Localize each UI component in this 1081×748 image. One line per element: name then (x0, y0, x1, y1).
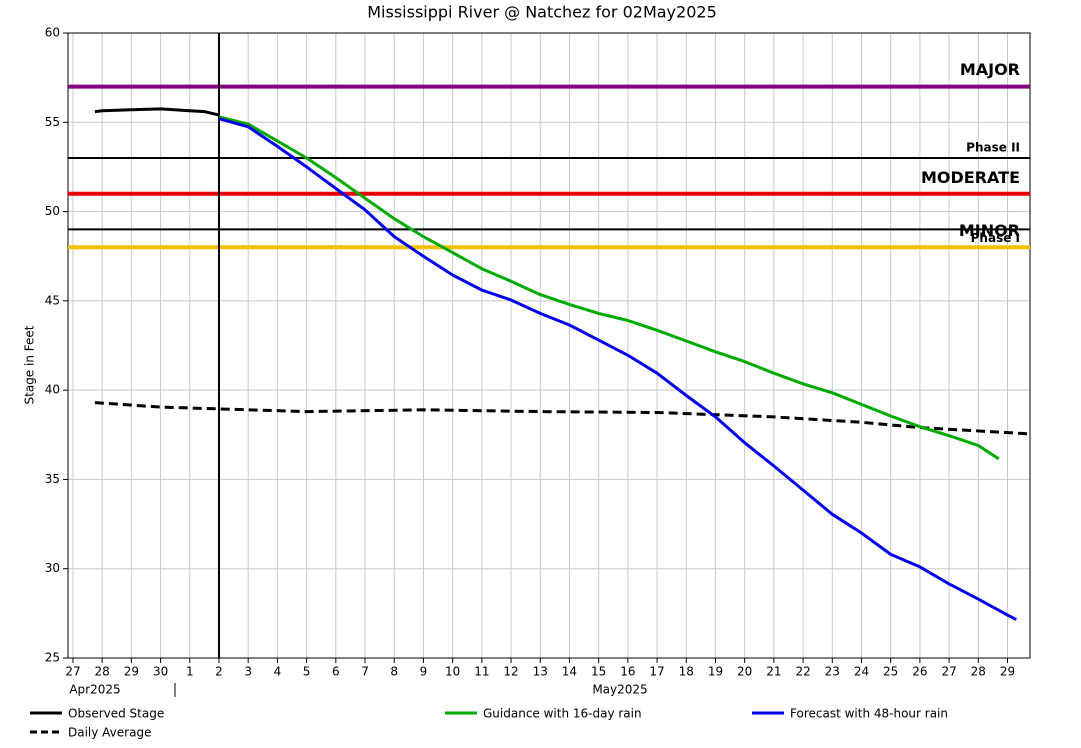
x-tick-label: 27 (65, 665, 80, 679)
threshold-label: MODERATE (921, 168, 1020, 187)
chart-title: Mississippi River @ Natchez for 02May202… (367, 3, 717, 22)
x-tick-label: 18 (679, 665, 694, 679)
y-tick-label: 60 (45, 26, 60, 40)
plot-area (68, 33, 1030, 658)
y-tick-label: 35 (45, 472, 60, 486)
series-line (94, 401, 1031, 436)
x-tick-label: 29 (1000, 665, 1015, 679)
x-tick-label: 28 (971, 665, 986, 679)
threshold-label: MINOR (959, 221, 1020, 240)
x-tick-label: 3 (244, 665, 252, 679)
x-tick-label: 14 (562, 665, 577, 679)
x-tick-label: 27 (941, 665, 956, 679)
x-tick-label: 13 (533, 665, 548, 679)
x-tick-label: 5 (303, 665, 311, 679)
x-tick-label: 7 (361, 665, 369, 679)
legend-label: Forecast with 48-hour rain (790, 707, 948, 721)
threshold-label: Phase I (971, 231, 1020, 245)
x-tick-label: 15 (591, 665, 606, 679)
y-tick-label: 25 (45, 651, 60, 665)
x-tick-label: 10 (445, 665, 460, 679)
legend-label: Guidance with 16-day rain (483, 707, 642, 721)
threshold-label: Phase II (966, 141, 1020, 155)
x-tick-label: 2 (215, 665, 223, 679)
y-axis-label: Stage in Feet (23, 325, 37, 404)
legend-label: Observed Stage (68, 707, 164, 721)
x-tick-label: 8 (390, 665, 398, 679)
y-tick-label: 45 (45, 293, 60, 307)
series-line (218, 117, 1017, 621)
y-tick-label: 50 (45, 204, 60, 218)
y-tick-label: 55 (45, 115, 60, 129)
x-tick-label: 23 (825, 665, 840, 679)
legend-label: Daily Average (68, 726, 151, 740)
threshold-label: MAJOR (960, 60, 1020, 79)
x-tick-label: 20 (737, 665, 752, 679)
x-tick-label: 1 (186, 665, 194, 679)
x-tick-label: 22 (795, 665, 810, 679)
x-tick-label: 24 (854, 665, 869, 679)
x-tick-label: 4 (274, 665, 282, 679)
x-tick-label: 9 (420, 665, 428, 679)
y-tick-label: 30 (45, 561, 60, 575)
series-line (94, 107, 220, 117)
series-line (218, 115, 1000, 461)
x-tick-label: 30 (153, 665, 168, 679)
month-label: May2025 (592, 683, 647, 697)
x-tick-label: 17 (649, 665, 664, 679)
x-tick-label: 12 (503, 665, 518, 679)
plot-border (67, 32, 1031, 659)
month-label: Apr2025 (69, 683, 120, 697)
x-tick-label: 25 (883, 665, 898, 679)
x-tick-label: 21 (766, 665, 781, 679)
x-tick-label: 26 (912, 665, 927, 679)
x-tick-label: 19 (708, 665, 723, 679)
x-tick-label: 29 (124, 665, 139, 679)
x-tick-label: 28 (95, 665, 110, 679)
x-tick-label: 11 (474, 665, 489, 679)
y-tick-label: 40 (45, 383, 60, 397)
x-tick-label: 16 (620, 665, 635, 679)
x-tick-label: 6 (332, 665, 340, 679)
